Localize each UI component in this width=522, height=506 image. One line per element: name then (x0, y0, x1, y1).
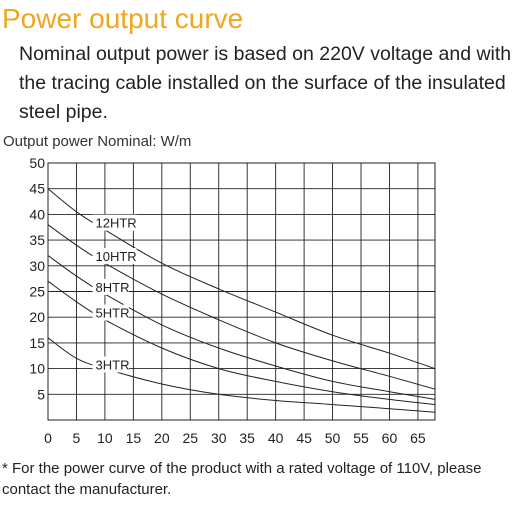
x-tick-label: 10 (97, 430, 113, 446)
y-tick-label: 10 (29, 361, 45, 377)
chart-series-labels: 12HTR 10HTR 8HTR 5HTR 3HTR (92, 214, 137, 373)
y-tick-label: 35 (29, 232, 45, 248)
y-tick-label: 30 (29, 258, 45, 274)
chart-tick-labels: 0 5 10 15 20 25 30 35 40 45 50 55 60 65 5 10 15 20 25 30 35 4… (29, 155, 426, 446)
y-tick-label: 20 (29, 309, 45, 325)
y-tick-label: 50 (29, 155, 45, 171)
series-label-bg (92, 304, 129, 321)
chart-curves (47, 188, 436, 413)
series-line-3htr (47, 337, 436, 413)
x-tick-label: 15 (126, 430, 142, 446)
power-output-chart: 12HTR 10HTR 8HTR 5HTR 3HTR 0 5 10 15 20 25 30 35 40 4… (29, 155, 436, 446)
x-tick-label: 65 (410, 430, 426, 446)
series-label-bg (92, 214, 137, 231)
x-tick-label: 30 (211, 430, 227, 446)
y-tick-label: 15 (29, 335, 45, 351)
page-description: Nominal output power is based on 220V vo… (19, 43, 512, 123)
x-tick-label: 5 (73, 430, 81, 446)
x-tick-label: 55 (353, 430, 369, 446)
x-tick-label: 25 (182, 430, 198, 446)
page-title: Power output curve (2, 3, 244, 34)
y-tick-label: 25 (29, 284, 45, 300)
x-tick-label: 35 (239, 430, 255, 446)
series-line-12htr (47, 188, 436, 370)
series-line-8htr (47, 255, 436, 400)
series-line-5htr (47, 280, 436, 406)
series-label-10htr: 10HTR (96, 249, 137, 264)
x-tick-label: 20 (154, 430, 170, 446)
footnote: * For the power curve of the product wit… (2, 460, 482, 498)
x-tick-label: 50 (325, 430, 341, 446)
y-axis-label: Output power Nominal: W/m (3, 133, 192, 150)
y-tick-label: 40 (29, 206, 45, 222)
series-label-bg (92, 248, 137, 265)
x-tick-label: 0 (44, 430, 52, 446)
series-line-10htr (47, 224, 436, 390)
x-tick-label: 40 (268, 430, 284, 446)
y-tick-label: 45 (29, 181, 45, 197)
series-label-12htr: 12HTR (96, 216, 137, 231)
x-tick-label: 45 (296, 430, 312, 446)
series-label-8htr: 8HTR (96, 280, 130, 295)
series-label-bg (92, 356, 129, 373)
series-label-3htr: 3HTR (96, 357, 130, 372)
series-label-5htr: 5HTR (96, 306, 130, 321)
x-tick-label: 60 (382, 430, 398, 446)
y-tick-label: 5 (37, 386, 45, 402)
series-label-bg (92, 278, 129, 295)
